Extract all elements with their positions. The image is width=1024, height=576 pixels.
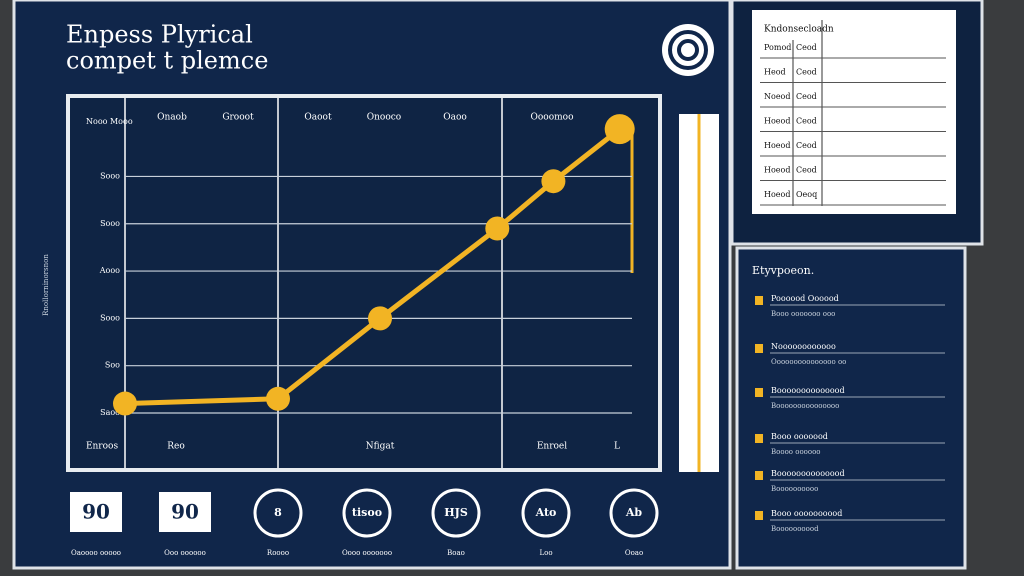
top-label: Oaoo — [443, 113, 467, 123]
bullet — [755, 434, 763, 443]
top-label: Onaob — [157, 113, 187, 123]
stat-label: Boao — [447, 549, 465, 557]
data-point — [266, 386, 290, 411]
table-panel — [752, 10, 956, 214]
stat-label: Ooao — [625, 549, 643, 557]
y-tick-label: Soo — [105, 361, 120, 370]
list-item-title: Booo ooooood — [771, 432, 828, 441]
title-line2: compet t plemce — [66, 47, 268, 75]
table-cell: Hoeod — [764, 166, 790, 175]
top-label: Oooomoo — [530, 113, 573, 123]
stat-circle — [253, 488, 303, 538]
stat-value: tisoo — [352, 506, 382, 519]
table-cell: Ceod — [796, 141, 817, 150]
bullet — [755, 344, 763, 353]
bottom-label: Reo — [167, 442, 185, 452]
stat-label: Ooo oooooo — [164, 549, 206, 557]
bullet — [755, 388, 763, 397]
stat-label: Oaoooo ooooo — [71, 549, 121, 557]
stat-box — [159, 492, 211, 532]
table-cell: Ceod — [796, 92, 817, 101]
bullet — [755, 511, 763, 520]
top-label: Oaoot — [304, 113, 332, 123]
y-tick-label: Sooo — [100, 313, 120, 322]
list-item-title: Boooooooooooood — [771, 469, 845, 478]
stat-value: HJS — [444, 506, 468, 519]
chart-frame — [66, 94, 662, 472]
table-cell: Hoeod — [764, 190, 790, 199]
data-point — [604, 114, 635, 145]
y-tick-label: Aooo — [99, 266, 120, 275]
table-cell: Oeoq — [796, 190, 817, 199]
bullet — [755, 296, 763, 305]
list-item-title: Noooooooooooo — [771, 342, 836, 351]
y-tick-label: Sooo — [100, 219, 120, 228]
table-cell: Ceod — [796, 43, 817, 52]
top-label: Grooot — [222, 113, 254, 123]
stat-circle — [342, 488, 392, 538]
table-cell: Ceod — [796, 166, 817, 175]
list-item-text: Boooo oooooo — [771, 448, 821, 456]
stat-value: Ab — [625, 506, 643, 519]
list-item-text: Ooooooooooooooo oo — [771, 358, 846, 366]
table-cell: Ceod — [796, 117, 817, 126]
data-line — [124, 127, 622, 407]
data-point — [113, 391, 137, 416]
top-label: Onooco — [367, 113, 401, 123]
stat-circle — [609, 488, 659, 538]
table-cell: Pomod — [764, 43, 791, 52]
title-line1: Enpess Plyrical — [66, 21, 253, 49]
data-point — [368, 306, 392, 331]
list-item-title: Poooood Oooood — [771, 294, 839, 303]
data-point — [541, 169, 566, 194]
logo-ring — [677, 39, 699, 61]
stat-label: Loo — [539, 549, 552, 557]
table-title: Kndonsecloadn — [764, 25, 834, 35]
list-item-text: Boooooooooo — [771, 485, 818, 493]
list-panel — [735, 246, 967, 570]
list-item-title: Boooooooooooood — [771, 386, 845, 395]
list-item-text: Boooooooood — [771, 525, 819, 533]
list-item-text: Booo ooooooo ooo — [771, 310, 835, 318]
stat-value: 90 — [82, 500, 110, 524]
list-title: Etyvpoeon. — [752, 264, 814, 277]
stat-circle — [431, 488, 481, 538]
table-cell: Noeod — [764, 92, 791, 101]
bottom-label: Nfigat — [366, 442, 395, 452]
list-item-text: Booooooooooooooo — [771, 402, 839, 410]
stat-value: 90 — [171, 500, 199, 524]
bullet — [755, 471, 763, 480]
corner-label: Nooo Mooo — [86, 117, 133, 126]
stat-circle — [521, 488, 571, 538]
stat-value: 8 — [274, 506, 282, 519]
bottom-label: Enroos — [86, 442, 119, 452]
table-cell: Heod — [764, 68, 786, 77]
table-cell: Ceod — [796, 68, 817, 77]
stat-label: Oooo ooooooo — [342, 549, 392, 557]
y-tick-label: Saoo — [100, 408, 120, 417]
logo-ring — [668, 30, 708, 70]
table-cell: Hoeod — [764, 141, 790, 150]
stat-label: Roooo — [267, 549, 289, 557]
y-axis-label: Rnollorninorsnon — [42, 254, 50, 316]
stat-value: Ato — [535, 506, 557, 519]
data-point — [485, 216, 510, 241]
table-cell: Hoeod — [764, 117, 790, 126]
y-tick-label: Sooo — [100, 171, 120, 180]
stat-box — [70, 492, 122, 532]
bottom-label: L — [614, 442, 620, 452]
list-item-title: Booo oooooooood — [771, 509, 842, 518]
bottom-label: Enroel — [537, 442, 567, 452]
